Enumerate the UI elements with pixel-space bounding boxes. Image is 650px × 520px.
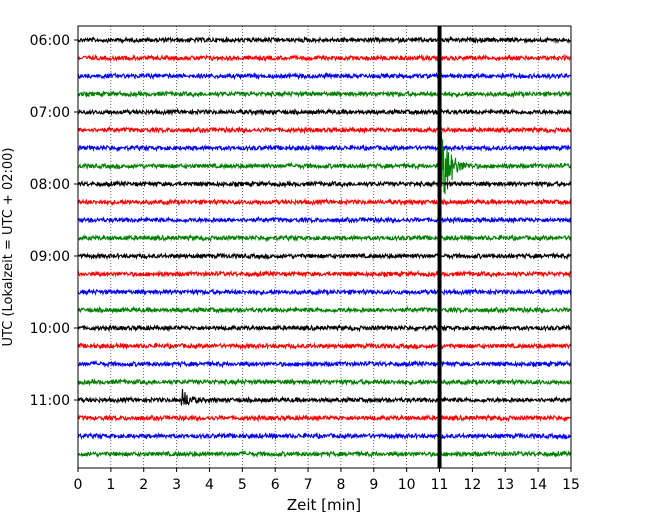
seismogram-traces (77, 35, 572, 459)
trace-line (77, 197, 572, 207)
trace-line (77, 143, 572, 153)
trace-line (77, 287, 572, 297)
x-tick-label: 6 (271, 477, 280, 493)
trace-line (77, 377, 572, 387)
x-axis-label: Zeit [min] (287, 496, 361, 514)
x-tick-label: 9 (369, 477, 378, 493)
trace-line (77, 269, 572, 279)
y-tick-label: 10:00 (30, 321, 70, 337)
x-tick-label: 11 (431, 477, 449, 493)
trace-line (77, 35, 572, 45)
trace-line (77, 98, 572, 223)
y-axis: 06:00 07:00 08:00 09:00 10:00 11:00 (30, 33, 78, 409)
trace-line (77, 388, 572, 406)
x-tick-label: 0 (74, 477, 83, 493)
trace-line (77, 341, 572, 351)
trace-line (77, 413, 572, 423)
trace-line (77, 233, 572, 243)
trace-line (77, 89, 572, 99)
x-tick-label: 5 (238, 477, 247, 493)
trace-line (77, 323, 572, 333)
x-tick-label: 14 (529, 477, 547, 493)
trace-line (77, 107, 572, 117)
x-tick-label: 12 (463, 477, 481, 493)
trace-line (77, 215, 572, 225)
x-tick-label: 8 (336, 477, 345, 493)
y-tick-label: 06:00 (30, 33, 70, 49)
x-tick-label: 13 (496, 477, 514, 493)
x-tick-label: 3 (172, 477, 181, 493)
x-tick-label: 10 (398, 477, 416, 493)
y-tick-label: 09:00 (30, 249, 70, 265)
trace-line (77, 359, 572, 369)
x-tick-label: 2 (139, 477, 148, 493)
trace-line (77, 431, 572, 441)
trace-line (77, 71, 572, 81)
x-tick-label: 1 (106, 477, 115, 493)
y-tick-label: 11:00 (30, 393, 70, 409)
x-axis: 0 1 2 3 4 5 6 7 8 9 10 11 12 13 14 15 (74, 468, 580, 493)
x-tick-label: 15 (562, 477, 580, 493)
trace-line (77, 53, 572, 63)
x-tick-label: 7 (304, 477, 313, 493)
plot-frame (77, 25, 572, 469)
trace-line (77, 125, 572, 135)
trace-line (77, 179, 572, 189)
trace-line (77, 305, 572, 315)
trace-line (77, 449, 572, 459)
y-tick-label: 08:00 (30, 177, 70, 193)
trace-line (77, 251, 572, 261)
y-axis-label: UTC (Lokalzeit = UTC + 02:00) (1, 148, 16, 347)
y-tick-label: 07:00 (30, 105, 70, 121)
x-tick-label: 4 (205, 477, 214, 493)
